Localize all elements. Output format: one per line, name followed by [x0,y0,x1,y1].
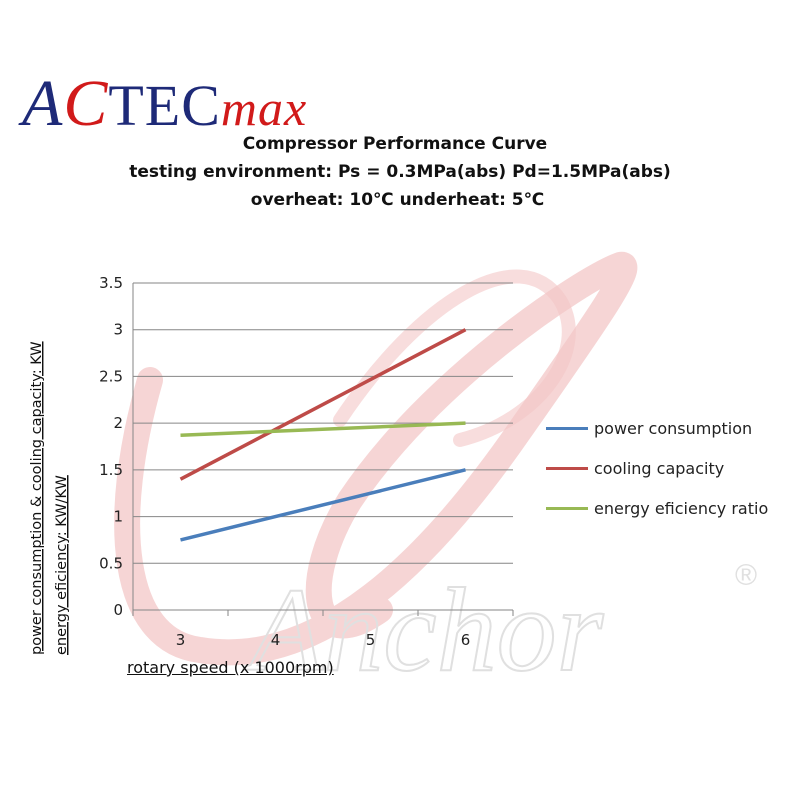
y-tick-label: 1.5 [99,461,123,479]
x-tick-label: 4 [271,631,281,649]
y-tick-label: 2 [113,414,123,432]
series-line-cooling-capacity [179,328,467,481]
chart-title: Compressor Performance Curve [242,134,548,154]
legend-item-power: power consumption [546,408,768,448]
y-tick-labels: 0 0.5 1 1.5 2 2.5 3 3.5 [99,274,123,619]
x-axis-label: rotary speed (x 1000rpm) [127,658,334,677]
legend-label-eer: energy eficiency ratio [594,498,769,518]
y-tick-label: 3.5 [99,274,123,292]
legend-swatch-cooling [546,466,588,470]
chart-subtitle-heat: overheat: 10℃ underheat: 5℃ [250,190,545,210]
axes [132,283,514,616]
y-tick-label: 1 [113,508,123,526]
legend-swatch-eer [546,506,588,510]
y-tick-label: 2.5 [99,367,123,385]
chart-subtitle-environment: testing environment: Ps = 0.3MPa(abs) Pd… [129,162,671,182]
chart-legend: power consumption cooling capacity energ… [546,408,768,528]
legend-label-power: power consumption [594,418,753,438]
watermark-swirl [114,251,638,666]
y-axis-label-line1: power consumption & cooling capacity: KW [29,341,45,655]
x-tick-label: 6 [461,631,471,649]
x-tick-labels: 3 4 5 6 [176,631,471,649]
watermark-registered-mark: ® [735,559,757,592]
legend-swatch-power [546,426,588,430]
legend-item-cooling: cooling capacity [546,448,768,488]
y-tick-label: 0.5 [99,554,123,572]
series-lines [179,328,467,542]
legend-label-cooling: cooling capacity [594,458,725,478]
legend-item-eer: energy eficiency ratio [546,488,768,528]
y-tick-label: 0 [113,601,123,619]
chart-title-block: Compressor Performance Curve testing env… [0,130,800,214]
watermark-swirl-inner [333,269,576,447]
y-axis-label-line2: energy eficiency: KW/KW [54,475,70,655]
x-tick-label: 3 [176,631,186,649]
y-tick-label: 3 [113,321,123,339]
series-line-energy-efficiency-ratio [180,421,466,438]
series-line-power-consumption [180,468,466,542]
actecmax-logo: ACTECmax [22,67,308,140]
x-tick-label: 5 [366,631,376,649]
grid-lines [133,282,513,564]
watermark-text: Anchor [243,563,605,696]
